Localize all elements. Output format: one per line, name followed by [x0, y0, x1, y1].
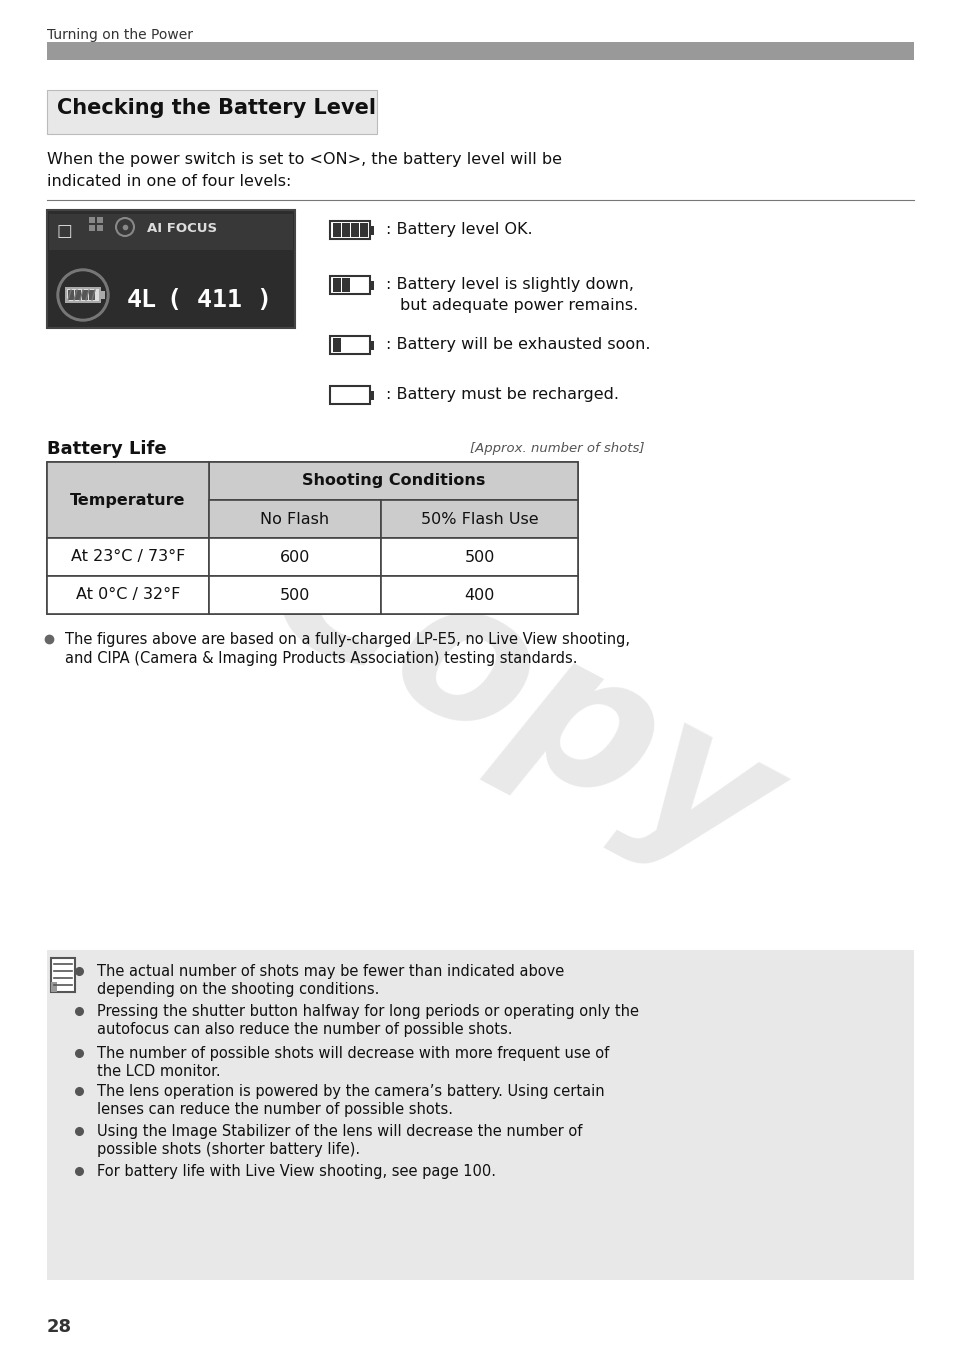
Text: but adequate power remains.: but adequate power remains.: [399, 299, 638, 313]
FancyBboxPatch shape: [47, 90, 376, 134]
FancyBboxPatch shape: [47, 461, 209, 538]
FancyBboxPatch shape: [341, 278, 350, 292]
Text: Checking the Battery Level: Checking the Battery Level: [57, 98, 375, 118]
FancyBboxPatch shape: [341, 223, 350, 237]
Text: ( 411 ): ( 411 ): [167, 288, 272, 312]
FancyBboxPatch shape: [47, 576, 209, 615]
FancyBboxPatch shape: [51, 982, 57, 993]
Text: 4L: 4L: [127, 288, 157, 312]
FancyBboxPatch shape: [380, 500, 578, 538]
FancyBboxPatch shape: [370, 342, 374, 350]
FancyBboxPatch shape: [380, 538, 578, 576]
Text: At 0°C / 32°F: At 0°C / 32°F: [75, 588, 180, 603]
Text: At 23°C / 73°F: At 23°C / 73°F: [71, 550, 185, 565]
FancyBboxPatch shape: [209, 461, 578, 500]
Text: The figures above are based on a fully-charged LP-E5, no Live View shooting,: The figures above are based on a fully-c…: [65, 632, 629, 647]
FancyBboxPatch shape: [97, 225, 103, 231]
FancyBboxPatch shape: [370, 391, 374, 399]
FancyBboxPatch shape: [101, 291, 105, 299]
Text: Shooting Conditions: Shooting Conditions: [301, 473, 485, 488]
FancyBboxPatch shape: [330, 336, 370, 354]
Text: AI FOCUS: AI FOCUS: [147, 222, 217, 235]
Text: Using the Image Stabilizer of the lens will decrease the number of: Using the Image Stabilizer of the lens w…: [97, 1124, 581, 1139]
Text: Copy: Copy: [236, 490, 802, 911]
Text: When the power switch is set to <ON>, the battery level will be: When the power switch is set to <ON>, th…: [47, 152, 561, 167]
Text: possible shots (shorter battery life).: possible shots (shorter battery life).: [97, 1142, 359, 1157]
Text: The lens operation is powered by the camera’s battery. Using certain: The lens operation is powered by the cam…: [97, 1084, 604, 1099]
FancyBboxPatch shape: [351, 223, 359, 237]
Text: : Battery will be exhausted soon.: : Battery will be exhausted soon.: [386, 338, 650, 352]
FancyBboxPatch shape: [330, 221, 370, 239]
FancyBboxPatch shape: [47, 538, 209, 576]
Text: autofocus can also reduce the number of possible shots.: autofocus can also reduce the number of …: [97, 1022, 512, 1037]
Text: The number of possible shots will decrease with more frequent use of: The number of possible shots will decrea…: [97, 1046, 609, 1061]
FancyBboxPatch shape: [89, 291, 95, 300]
Text: and CIPA (Camera & Imaging Products Association) testing standards.: and CIPA (Camera & Imaging Products Asso…: [65, 651, 577, 666]
Text: lenses can reduce the number of possible shots.: lenses can reduce the number of possible…: [97, 1102, 453, 1116]
Circle shape: [60, 272, 106, 317]
FancyBboxPatch shape: [49, 214, 293, 250]
Text: indicated in one of four levels:: indicated in one of four levels:: [47, 174, 291, 190]
FancyBboxPatch shape: [97, 217, 103, 223]
Text: □: □: [57, 222, 72, 239]
Text: depending on the shooting conditions.: depending on the shooting conditions.: [97, 982, 379, 997]
FancyBboxPatch shape: [51, 958, 75, 993]
FancyBboxPatch shape: [209, 538, 380, 576]
FancyBboxPatch shape: [47, 210, 294, 328]
Text: 28: 28: [47, 1318, 72, 1336]
FancyBboxPatch shape: [47, 42, 913, 61]
Text: : Battery must be recharged.: : Battery must be recharged.: [386, 387, 618, 402]
Text: 600: 600: [279, 550, 310, 565]
FancyBboxPatch shape: [75, 291, 81, 300]
Text: No Flash: No Flash: [260, 511, 329, 526]
Text: 400: 400: [464, 588, 495, 603]
FancyBboxPatch shape: [68, 291, 74, 300]
Text: Pressing the shutter button halfway for long periods or operating only the: Pressing the shutter button halfway for …: [97, 1003, 639, 1020]
FancyBboxPatch shape: [330, 276, 370, 295]
FancyBboxPatch shape: [333, 223, 341, 237]
FancyBboxPatch shape: [370, 281, 374, 291]
Text: The actual number of shots may be fewer than indicated above: The actual number of shots may be fewer …: [97, 964, 563, 979]
Text: the LCD monitor.: the LCD monitor.: [97, 1064, 220, 1079]
Circle shape: [57, 269, 109, 321]
Text: Battery Life: Battery Life: [47, 440, 167, 459]
FancyBboxPatch shape: [89, 225, 95, 231]
Text: 50% Flash Use: 50% Flash Use: [420, 511, 537, 526]
Text: For battery life with Live View shooting, see page 100.: For battery life with Live View shooting…: [97, 1163, 496, 1180]
Text: Turning on the Power: Turning on the Power: [47, 28, 193, 42]
FancyBboxPatch shape: [333, 278, 341, 292]
FancyBboxPatch shape: [209, 576, 380, 615]
Text: 500: 500: [464, 550, 495, 565]
FancyBboxPatch shape: [89, 217, 95, 223]
Text: [Approx. number of shots]: [Approx. number of shots]: [470, 443, 644, 455]
FancyBboxPatch shape: [359, 223, 368, 237]
FancyBboxPatch shape: [380, 576, 578, 615]
FancyBboxPatch shape: [67, 289, 99, 301]
Text: : Battery level is slightly down,: : Battery level is slightly down,: [386, 277, 634, 292]
FancyBboxPatch shape: [65, 286, 101, 303]
FancyBboxPatch shape: [209, 500, 380, 538]
FancyBboxPatch shape: [370, 226, 374, 235]
Text: Temperature: Temperature: [71, 492, 186, 507]
FancyBboxPatch shape: [47, 461, 578, 615]
FancyBboxPatch shape: [82, 291, 88, 300]
FancyBboxPatch shape: [47, 950, 913, 1280]
Text: 500: 500: [279, 588, 310, 603]
FancyBboxPatch shape: [330, 386, 370, 404]
FancyBboxPatch shape: [333, 338, 341, 352]
Text: : Battery level OK.: : Battery level OK.: [386, 222, 532, 237]
